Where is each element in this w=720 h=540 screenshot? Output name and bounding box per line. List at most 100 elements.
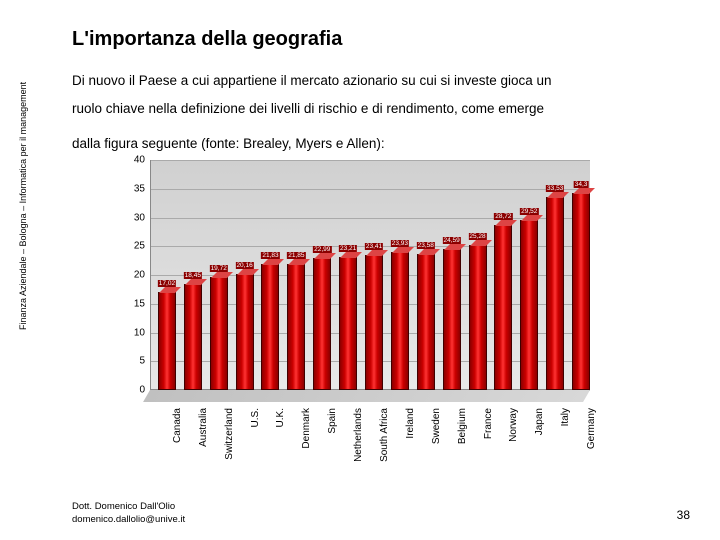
bar-front: [494, 225, 512, 390]
y-tick-label: 0: [115, 385, 145, 396]
bar-top: [366, 250, 388, 256]
bar-value-label: 23,41: [365, 243, 383, 250]
x-tick-label: Netherlands: [353, 408, 364, 478]
bar-top: [392, 247, 414, 253]
bar-top: [237, 269, 259, 275]
x-tick-label: Switzerland: [224, 408, 235, 478]
bar-top: [185, 279, 207, 285]
bar-top: [159, 287, 181, 293]
bar-value-label: 21,83: [261, 252, 279, 259]
x-tick-label: Ireland: [405, 408, 416, 478]
bar-value-label: 24,59: [443, 237, 461, 244]
bar-value-label: 23,21: [339, 245, 357, 252]
bar: 19,72: [210, 277, 228, 390]
chart-bars: 17,02 18,45 19,72 20,16 21,83 21,85 22,99 23,21…: [150, 160, 590, 390]
bar: 17,02: [158, 292, 176, 390]
body-line-1: Di nuovo il Paese a cui appartiene il me…: [72, 72, 700, 91]
bar: 23,93: [391, 252, 409, 390]
bar-value-label: 21,85: [287, 252, 305, 259]
bar-front: [572, 193, 590, 390]
bar-value-label: 25,28: [468, 233, 486, 240]
bar: 25,28: [469, 245, 487, 390]
bar: 22,99: [313, 258, 331, 390]
x-tick-label: Italy: [560, 408, 571, 478]
y-tick-label: 15: [115, 298, 145, 309]
bar-top: [418, 249, 440, 255]
bar-top: [573, 188, 595, 194]
bar-value-label: 23,93: [391, 240, 409, 247]
bar-top: [521, 215, 543, 221]
footer-email: domenico.dallolio@unive.it: [72, 514, 185, 526]
page-title: L'importanza della geografia: [72, 28, 342, 51]
bar-top: [314, 253, 336, 259]
y-tick-label: 25: [115, 241, 145, 252]
bar: 29,52: [520, 220, 538, 390]
bar-value-label: 17,02: [158, 280, 176, 287]
bar-front: [365, 255, 383, 390]
bar-front: [546, 197, 564, 390]
bar: 34,3: [572, 193, 590, 390]
bar-top: [470, 240, 492, 246]
y-tick-label: 20: [115, 270, 145, 281]
sidebar-text: Finanza Aziendale – Bologna – Informatic…: [18, 82, 28, 330]
x-tick-label: Sweden: [431, 408, 442, 478]
bar-top: [495, 220, 517, 226]
body-line-2: ruolo chiave nella definizione dei livel…: [72, 100, 700, 119]
bar-top: [262, 259, 284, 265]
body-line-3: dalla figura seguente (fonte: Brealey, M…: [72, 135, 700, 154]
bar: 33,53: [546, 197, 564, 390]
bar-value-label: 20,16: [235, 262, 253, 269]
bar-front: [469, 245, 487, 390]
x-tick-label: Belgium: [457, 408, 468, 478]
bar-front: [391, 252, 409, 390]
bar-value-label: 34,3: [574, 181, 589, 188]
y-tick-label: 40: [115, 155, 145, 166]
bar-front: [184, 284, 202, 390]
bar: 23,41: [365, 255, 383, 390]
y-tick-label: 30: [115, 212, 145, 223]
bar-value-label: 22,99: [313, 246, 331, 253]
bar: 28,72: [494, 225, 512, 390]
y-tick-label: 35: [115, 183, 145, 194]
bar-front: [261, 264, 279, 390]
bar-top: [211, 272, 233, 278]
x-tick-label: Japan: [534, 408, 545, 478]
x-tick-label: France: [483, 408, 494, 478]
bar-value-label: 28,72: [494, 213, 512, 220]
bar-front: [520, 220, 538, 390]
chart-floor: [143, 390, 590, 402]
bar-front: [210, 277, 228, 390]
bar-front: [443, 249, 461, 390]
bar-front: [339, 257, 357, 390]
bar-top: [444, 244, 466, 250]
bar-front: [158, 292, 176, 390]
bar-chart: 17,02 18,45 19,72 20,16 21,83 21,85 22,99 23,21…: [110, 160, 590, 460]
bar-top: [340, 252, 362, 258]
x-tick-label: Denmark: [301, 408, 312, 478]
footer-author: Dott. Domenico Dall'Olio domenico.dallol…: [72, 501, 185, 526]
bar-value-label: 18,45: [184, 272, 202, 279]
bar: 23,21: [339, 257, 357, 390]
x-tick-label: U.K.: [275, 408, 286, 478]
x-tick-label: Australia: [198, 408, 209, 478]
bar-top: [288, 259, 310, 265]
x-tick-label: U.S.: [250, 408, 261, 478]
footer-name: Dott. Domenico Dall'Olio: [72, 501, 185, 513]
x-tick-label: Canada: [172, 408, 183, 478]
bar-value-label: 23,58: [417, 242, 435, 249]
page-number: 38: [677, 508, 690, 522]
x-tick-label: South Africa: [379, 408, 390, 478]
x-tick-label: Spain: [327, 408, 338, 478]
bar: 23,58: [417, 254, 435, 390]
bar-value-label: 19,72: [210, 265, 228, 272]
bar-top: [547, 192, 569, 198]
bar-front: [417, 254, 435, 390]
bar-front: [313, 258, 331, 390]
bar-front: [236, 274, 254, 390]
bar: 21,85: [287, 264, 305, 390]
x-tick-label: Norway: [508, 408, 519, 478]
bar-value-label: 29,52: [520, 208, 538, 215]
bar: 18,45: [184, 284, 202, 390]
y-tick-label: 5: [115, 356, 145, 367]
bar: 21,83: [261, 264, 279, 390]
